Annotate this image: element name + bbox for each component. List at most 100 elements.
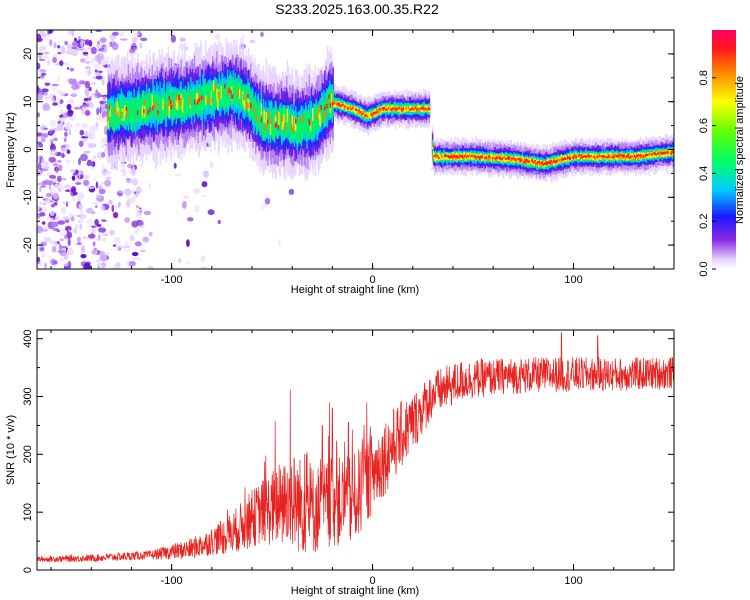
spectrogram-noise-blob <box>59 257 65 262</box>
spectrogram-noise-blob <box>37 93 44 101</box>
spectrogram-ridge-cell <box>166 87 168 112</box>
spectrogram-ridge-cell <box>159 98 161 122</box>
spectrogram-noise-blob <box>43 202 46 206</box>
spectrogram-noise-blob <box>67 238 71 247</box>
spectrogram-noise-blob <box>76 242 82 245</box>
spectrogram-ridge-cell <box>256 111 258 135</box>
spectrogram-noise-blob <box>75 169 79 174</box>
spectrogram-noise-blob <box>78 140 84 147</box>
spectrogram-noise-blob <box>214 33 221 40</box>
spectrogram-noise-blob <box>57 249 65 254</box>
spectrogram-noise-blob <box>80 245 86 254</box>
spectrogram-noise-blob <box>135 190 139 198</box>
spectrogram-noise-blob <box>47 59 51 66</box>
spectrogram-noise-blob <box>96 238 102 241</box>
spectrogram-noise-blob <box>85 207 94 214</box>
spectrogram-noise-blob <box>90 57 95 64</box>
spectrogram-noise-blob <box>135 225 140 233</box>
spectrogram-noise-blob <box>70 216 75 222</box>
spectrogram-noise-blob <box>48 156 56 163</box>
spectrogram-noise-blob <box>97 185 103 190</box>
spectrogram-ridge-cell <box>269 102 272 123</box>
spectrogram-noise-blob <box>127 163 133 169</box>
spectrogram-noise-blob <box>56 229 61 233</box>
spectrogram-noise-blob <box>70 188 75 197</box>
spectrogram-ridge-cell <box>233 84 236 103</box>
spectrogram-ridge-cell <box>193 97 195 117</box>
spectrogram-noise-blob <box>61 200 67 205</box>
spectrogram-noise-blob <box>182 195 190 199</box>
spectrogram-ridge-cell <box>120 101 123 120</box>
spectrogram-noise-blob <box>74 37 77 42</box>
spectrogram-noise-blob <box>57 160 62 163</box>
spectrogram-ridge-cell <box>113 107 116 133</box>
spectrogram-noise-blob <box>93 155 97 159</box>
spectrogram-noise-blob <box>39 247 45 251</box>
spectrogram-noise-blob <box>58 102 61 108</box>
spectrogram-ridge-cell <box>297 120 300 142</box>
spectrogram-noise-blob <box>71 92 77 96</box>
spectrogram-noise-blob <box>67 261 72 269</box>
spectrogram-noise-blob <box>40 73 47 76</box>
spectrogram-noise-blob <box>59 238 65 242</box>
spectrogram-noise-blob <box>84 130 88 138</box>
spectrogram-noise-blob <box>50 258 57 266</box>
spectrogram-ridge-cell <box>219 85 222 107</box>
spectrogram-noise-blob <box>102 95 106 100</box>
spectrogram-ridge-cell <box>153 91 156 112</box>
spectrogram-ridge-cell <box>268 118 270 139</box>
spectrogram-noise-blob <box>41 157 45 165</box>
spectrogram-noise-blob <box>116 262 120 267</box>
spectrogram-noise-blob <box>57 120 61 124</box>
spectrogram-ridge-cell <box>204 78 206 99</box>
spectrogram-noise-blob <box>86 90 90 99</box>
spectrogram-noise-blob <box>184 46 189 51</box>
spectrogram-noise-blob <box>86 162 94 166</box>
spectrogram-noise-blob <box>131 188 134 194</box>
spectrogram-noise-blob <box>99 144 107 149</box>
spectrogram-noise-blob <box>64 184 72 189</box>
spectrogram-noise-blob <box>37 169 43 176</box>
spectrogram-noise-blob <box>194 205 200 213</box>
spectrogram-noise-blob <box>52 102 58 106</box>
spectrogram-noise-blob <box>100 138 109 144</box>
spectrogram-noise-blob <box>118 189 124 194</box>
spectrogram-noise-blob <box>200 255 206 263</box>
spectrogram-noise-blob <box>140 37 148 42</box>
spectrogram-noise-blob <box>80 58 86 63</box>
spectrogram-noise-blob <box>100 205 106 212</box>
spectrogram-noise-blob <box>90 46 97 55</box>
spectrogram-noise-blob <box>147 265 154 269</box>
spectrogram-noise-blob <box>134 241 142 247</box>
spectrogram-noise-blob <box>39 212 46 217</box>
spectrogram-noise-blob <box>90 31 94 39</box>
spectrogram-noise-blob <box>60 147 68 152</box>
spectrogram-noise-blob <box>187 217 194 222</box>
spectrogram-noise-blob <box>59 245 63 250</box>
spectrogram-ridge-cell <box>150 98 153 119</box>
spectrogram-noise-blob <box>38 58 46 62</box>
spectrogram-ridge-cell <box>238 74 240 101</box>
spectrogram-noise-blob <box>45 192 53 198</box>
spectrogram-noise-blob <box>78 203 83 210</box>
spectrogram-noise-blob <box>71 82 79 91</box>
spectrogram-noise-blob <box>209 161 214 169</box>
spectrogram-noise-blob <box>64 137 67 143</box>
spectrogram-noise-blob <box>41 88 49 93</box>
spectrogram-noise-blob <box>72 78 77 84</box>
spectrogram-noise-blob <box>40 206 48 213</box>
spectrogram-noise-blob <box>71 175 76 181</box>
spectrogram-noise-blob <box>131 220 138 228</box>
spectrogram-ridge-cell <box>264 110 267 130</box>
spectrogram-noise-blob <box>105 176 112 180</box>
spectrogram-noise-blob <box>69 128 71 136</box>
spectrogram-noise-blob <box>57 175 62 183</box>
spectrogram-noise-blob <box>249 39 256 44</box>
spectrogram-noise-blob <box>192 187 201 195</box>
spectrogram-noise-blob <box>95 30 103 33</box>
spectrogram-noise-blob <box>131 257 139 260</box>
spectrogram-noise-blob <box>123 249 130 252</box>
spectrogram-noise-blob <box>87 133 91 140</box>
spectrogram-noise-blob <box>57 76 60 83</box>
spectrogram-noise-blob <box>139 249 146 253</box>
